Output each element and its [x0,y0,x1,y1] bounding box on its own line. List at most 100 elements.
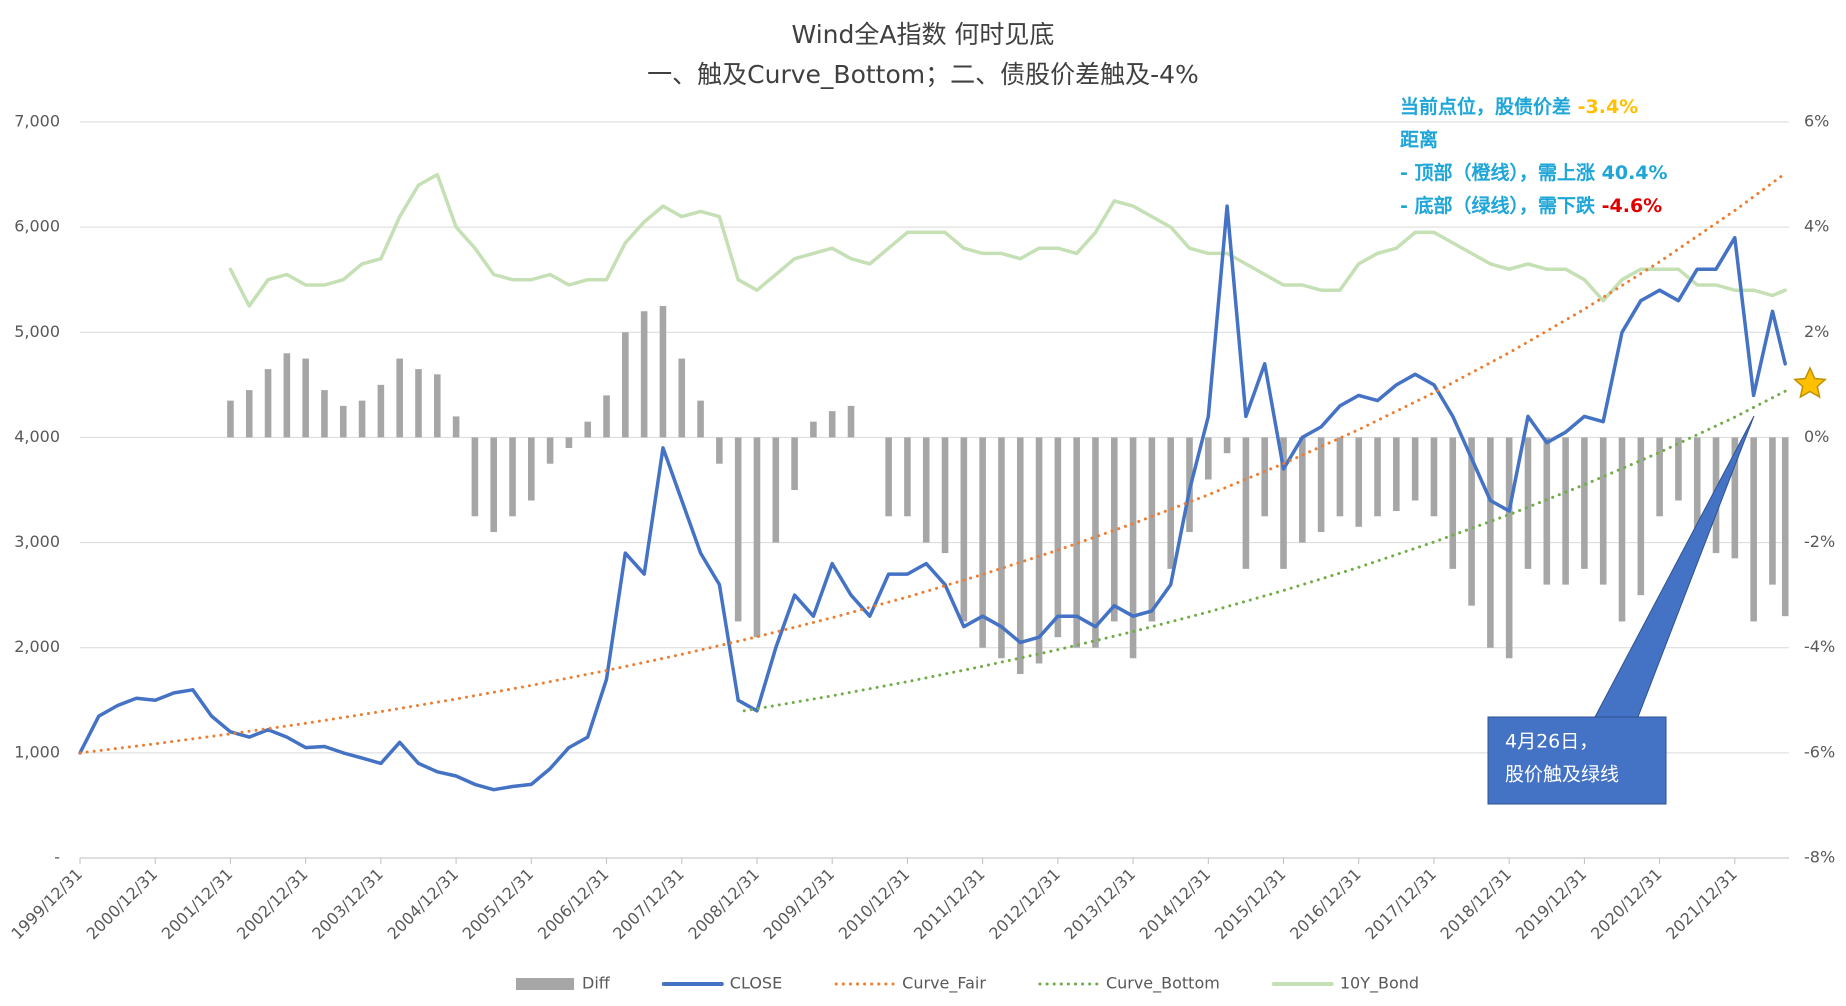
y-tick-label: 6,000 [14,217,60,236]
bar [603,395,610,438]
x-tick-label: 2020/12/31 [1587,865,1666,944]
bar [941,437,949,554]
legend-item: 10Y_Bond [1271,974,1419,994]
x-tick-label: 2008/12/31 [684,865,763,944]
bar [528,437,535,501]
bar [1468,437,1475,606]
bar [1693,437,1701,543]
annotation: 当前点位，股债价差 -3.4% [1400,95,1638,118]
bar [1781,437,1789,617]
x-tick-label: 2017/12/31 [1361,865,1440,944]
bar [1750,437,1757,622]
bar [1129,437,1137,659]
bar [302,358,309,438]
bar [415,369,422,438]
x-tick-label: 2005/12/31 [459,865,538,944]
bar [810,421,817,438]
bar [1393,437,1400,512]
bar [339,405,347,438]
bar [622,332,629,438]
bar [847,405,855,438]
x-tick-label: 2021/12/31 [1662,865,1741,944]
bar [979,437,986,648]
bar [697,400,704,438]
bar [1016,437,1024,674]
annotation-part: - 底部（绿线），需下跌 [1400,194,1602,217]
bar [434,374,441,438]
bar [1656,437,1663,517]
bar [904,437,911,517]
y-tick-label: 5,000 [14,322,60,341]
line [742,389,1787,713]
y2-tick-label: 4% [1804,217,1829,236]
bar [716,437,723,464]
bar [1092,437,1099,648]
bar [1449,437,1457,569]
bar [1035,437,1043,664]
legend-item: CLOSE [661,974,782,993]
bar [1675,437,1682,501]
bar [1167,437,1174,569]
y2-tick-label: -4% [1804,637,1835,656]
legend-swatch [516,978,574,990]
bar [998,437,1005,659]
bar [264,369,272,438]
y2-tick-label: 0% [1804,427,1829,446]
line [78,172,1787,755]
bar [1769,437,1776,585]
x-tick-label: 2012/12/31 [985,865,1064,944]
y-tick-label: 2,000 [14,637,60,656]
x-tick-label: 2006/12/31 [534,865,613,944]
bar [1073,437,1080,648]
bar [1355,437,1363,527]
bar [734,437,742,622]
x-tick-label: 2010/12/31 [835,865,914,944]
x-tick-label: 2019/12/31 [1512,865,1591,944]
callout-box [1487,716,1667,805]
bar [772,437,780,543]
legend-label: Diff [582,974,611,993]
x-tick-label: 2001/12/31 [158,865,237,944]
annotation: - 底部（绿线），需下跌 -4.6% [1400,194,1662,217]
annotation-part: - 顶部（橙线），需上涨 [1400,161,1602,184]
y2-tick-label: -2% [1804,532,1835,551]
bar [1336,437,1344,517]
x-tick-label: 2016/12/31 [1286,865,1365,944]
y-tick-label: - [54,848,60,867]
bar [1242,437,1250,569]
x-tick-label: 2009/12/31 [760,865,839,944]
bar [791,437,798,490]
annotation-part: 距离 [1400,128,1438,151]
line [78,204,1787,792]
bar [1299,437,1306,543]
bar [546,437,554,464]
bar [245,390,253,438]
x-tick-label: 2003/12/31 [308,865,387,944]
callout-text: 股价触及绿线 [1505,764,1619,786]
x-tick-label: 2004/12/31 [383,865,462,944]
x-tick-label: 2011/12/31 [910,865,989,944]
annotation-part: -3.4% [1578,96,1639,118]
bar [452,416,460,438]
y2-tick-label: 6% [1804,112,1829,131]
bar [1317,437,1325,533]
bar [1524,437,1532,569]
bar [1543,437,1551,585]
y-tick-label: 7,000 [14,112,60,131]
x-tick-label: 2007/12/31 [609,865,688,944]
bar [659,306,667,438]
legend-label: CLOSE [730,974,782,993]
legend-item: Curve_Fair [834,974,986,994]
bar [584,421,592,438]
bar [1562,437,1569,585]
legend-label: 10Y_Bond [1340,974,1419,994]
bar [1148,437,1156,622]
bar [640,311,648,438]
bar [377,384,385,438]
y2-tick-label: 2% [1804,322,1829,341]
bar [1731,437,1739,559]
bar [509,437,516,517]
bar [885,437,892,517]
x-tick-label: 2018/12/31 [1437,865,1516,944]
bar [1618,437,1626,622]
